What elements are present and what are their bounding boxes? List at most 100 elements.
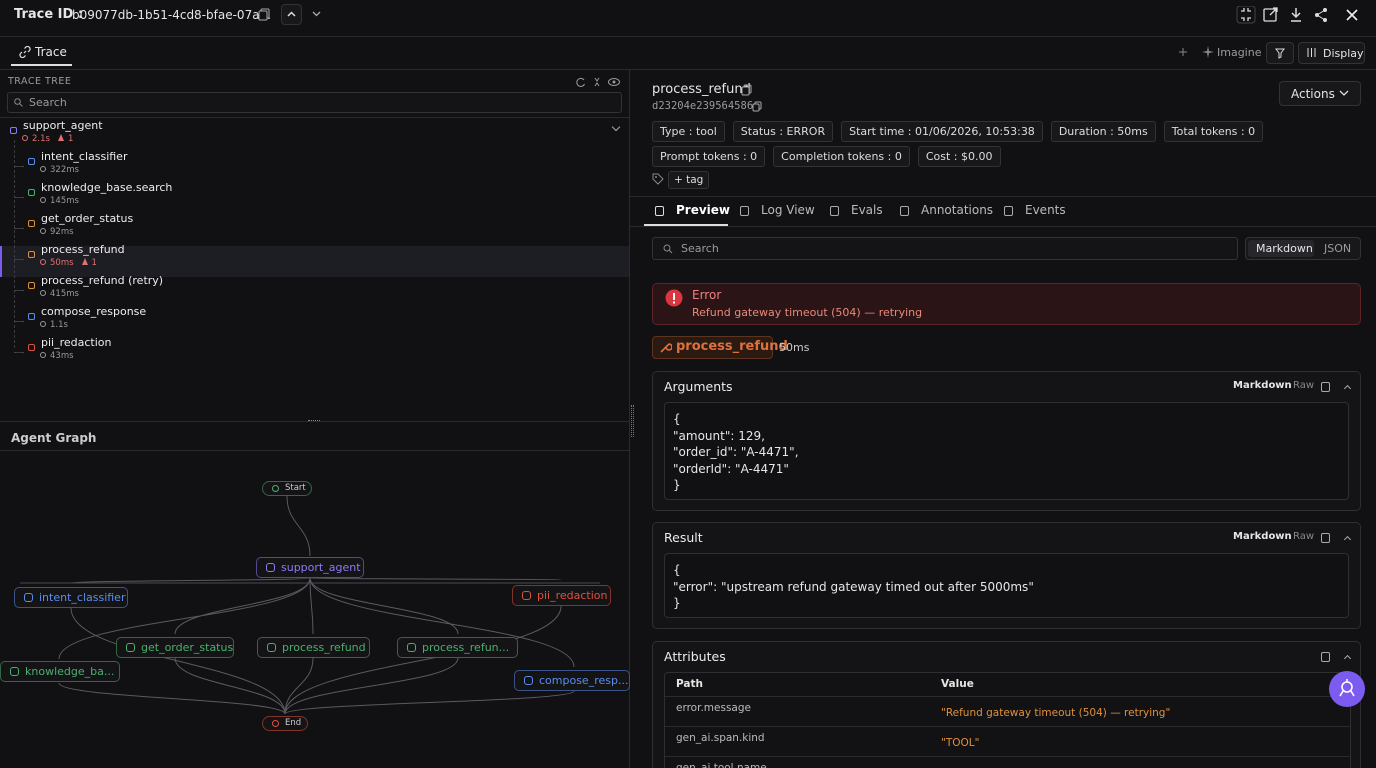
detail-tab[interactable]: Annotations: [921, 203, 994, 217]
node-name[interactable]: intent_classifier: [41, 150, 128, 163]
display-button[interactable]: Display: [1298, 42, 1365, 64]
code-line: {: [673, 412, 681, 426]
format-markdown[interactable]: Markdown: [1256, 242, 1313, 255]
mode-markdown[interactable]: Markdown: [1233, 531, 1292, 542]
graph-node-label: process_refund: [282, 641, 366, 654]
prev-button[interactable]: [281, 4, 302, 25]
node-duration: 92ms: [40, 227, 74, 237]
detail-tab[interactable]: Preview: [676, 203, 731, 217]
graph-node-label: pii_redaction: [537, 589, 608, 602]
filter-button[interactable]: [1266, 42, 1294, 64]
graph-node[interactable]: support_agent: [256, 557, 364, 578]
graph-node[interactable]: intent_classifier: [14, 587, 128, 608]
graph-node-icon: [272, 485, 279, 492]
clock-icon: [40, 290, 46, 296]
node-icon: [28, 220, 35, 227]
node-meta: 92ms: [40, 227, 74, 237]
card-title: Arguments: [664, 379, 733, 394]
node-meta: 322ms: [40, 165, 79, 175]
mode-markdown[interactable]: Markdown: [1233, 380, 1292, 391]
graph-node[interactable]: compose_resp...: [514, 670, 630, 691]
graph-node-label: compose_resp...: [539, 674, 629, 687]
node-name[interactable]: get_order_status: [41, 212, 134, 225]
format-json[interactable]: JSON: [1324, 242, 1352, 255]
card-title: Attributes: [664, 649, 726, 664]
node-duration: 43ms: [40, 351, 74, 361]
warning-icon: [81, 258, 88, 265]
tab-icon: [830, 206, 839, 216]
span-tag: Status : ERROR: [732, 121, 834, 142]
assistant-button[interactable]: [1329, 671, 1365, 707]
mode-raw[interactable]: Raw: [1293, 531, 1315, 542]
graph-node[interactable]: pii_redaction: [512, 585, 611, 606]
tree-icons[interactable]: [575, 76, 621, 88]
graph-node-label: get_order_status: [141, 641, 234, 654]
detail-tab[interactable]: Events: [1025, 203, 1066, 217]
graph-edge: [70, 577, 311, 584]
node-name[interactable]: support_agent: [23, 119, 103, 132]
attribute-path: gen_ai.tool.name: [676, 762, 767, 768]
copy-icon[interactable]: [752, 101, 762, 112]
graph-edge: [309, 577, 459, 635]
graph-node[interactable]: process_refun...: [397, 637, 518, 658]
node-meta: 43ms: [40, 351, 74, 361]
tag-icon: [652, 173, 664, 185]
span-tag: Duration : 50ms: [1050, 121, 1156, 142]
copy-icon[interactable]: [258, 8, 270, 21]
split-handle[interactable]: [631, 405, 634, 437]
copy-icon[interactable]: [1321, 652, 1330, 662]
node-name[interactable]: process_refund: [41, 243, 125, 256]
node-name[interactable]: compose_response: [41, 305, 147, 318]
collapse-icon[interactable]: [1343, 384, 1352, 393]
graph-node[interactable]: Start: [262, 481, 312, 496]
clock-icon: [40, 352, 46, 358]
mode-raw[interactable]: Raw: [1293, 380, 1315, 391]
actions-button[interactable]: Actions: [1279, 81, 1361, 106]
trace-tab[interactable]: Trace: [35, 45, 67, 59]
copy-icon[interactable]: [1321, 533, 1330, 543]
graph-node[interactable]: process_refund: [257, 637, 370, 658]
graph-edge: [309, 577, 314, 635]
node-icon: [28, 189, 35, 196]
collapse-icon[interactable]: [1343, 654, 1352, 663]
node-name[interactable]: knowledge_base.search: [41, 181, 173, 194]
code-line: "error": "upstream refund gateway timed …: [673, 579, 1034, 594]
tree-connector: [14, 197, 24, 198]
header-icons[interactable]: [1236, 6, 1366, 24]
node-duration: 2.1s: [22, 134, 50, 144]
next-button[interactable]: [307, 4, 328, 25]
node-name[interactable]: process_refund (retry): [41, 274, 164, 287]
copy-icon[interactable]: [1321, 382, 1330, 392]
detail-tab[interactable]: Log View: [761, 203, 815, 217]
imagine-button[interactable]: Imagine: [1217, 46, 1262, 59]
collapse-icon[interactable]: [1343, 535, 1352, 544]
node-icon: [10, 127, 17, 134]
detail-search[interactable]: [652, 237, 1238, 260]
node-name[interactable]: pii_redaction: [41, 336, 112, 349]
graph-node-label: End: [285, 718, 302, 728]
sparkle-icon: [1202, 46, 1214, 58]
error-message: Refund gateway timeout (504) — retrying: [692, 306, 923, 319]
detail-tab[interactable]: Evals: [851, 203, 883, 217]
node-icon: [28, 344, 35, 351]
agent-graph-title: Agent Graph: [11, 431, 97, 445]
span-tag: Completion tokens : 0: [773, 146, 910, 167]
add-icon[interactable]: [1178, 47, 1188, 57]
graph-node[interactable]: End: [262, 716, 308, 731]
node-errors: 1: [81, 258, 97, 268]
add-tag-button[interactable]: + tag: [668, 171, 710, 189]
graph-node[interactable]: knowledge_ba...: [0, 661, 120, 682]
attribute-value: "Refund gateway timeout (504) — retrying…: [941, 707, 1171, 719]
row-divider: [665, 756, 1350, 757]
attribute-path: gen_ai.span.kind: [676, 732, 765, 744]
resize-handle[interactable]: [308, 420, 320, 423]
collapse-icon[interactable]: [611, 122, 621, 132]
span-tags: Type : tool Status : ERROR Start time : 01…: [652, 121, 1300, 167]
clock-icon: [22, 135, 28, 141]
code-line: "amount": 129,: [673, 428, 765, 443]
graph-node[interactable]: get_order_status: [116, 637, 234, 658]
copy-icon[interactable]: [741, 84, 752, 96]
graph-node-icon: [24, 593, 33, 602]
tree-search[interactable]: [7, 92, 622, 113]
graph-node-label: intent_classifier: [39, 591, 126, 604]
